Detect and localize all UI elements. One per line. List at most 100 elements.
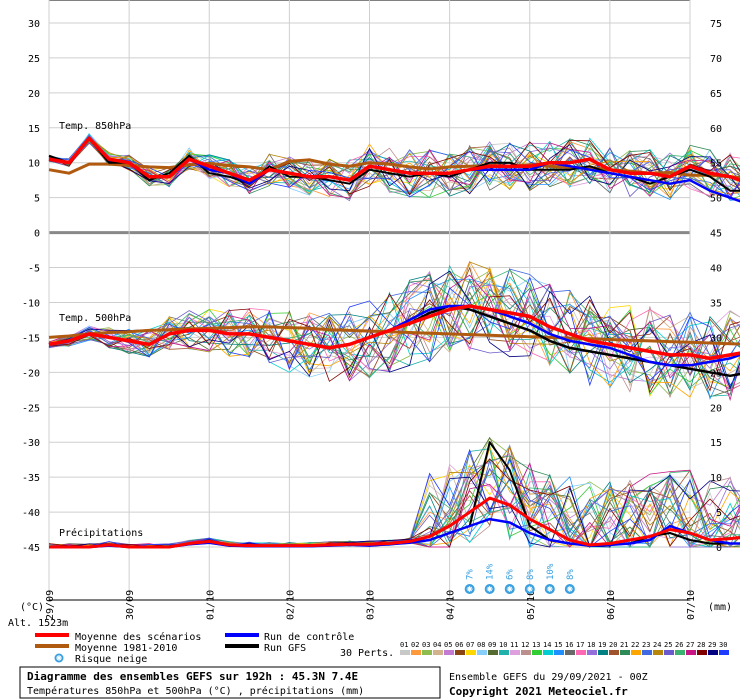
pert-color-swatch [719, 650, 729, 655]
pert-t500-line [48, 293, 740, 394]
y-tick-label-right: 30 [710, 333, 722, 344]
pert-number: 15 [554, 641, 562, 649]
pert-color-swatch [433, 650, 443, 655]
pert-color-swatch [411, 650, 421, 655]
y-tick-label-left: -25 [22, 403, 40, 414]
perturbation-lines [48, 133, 740, 549]
legend-mean-swatch [35, 633, 69, 637]
snow-risk-pct: 10% [546, 563, 556, 580]
snow-risk-pct: 6% [506, 569, 516, 580]
y-tick-label-right: 5 [716, 508, 722, 519]
pert-number: 22 [631, 641, 639, 649]
legend-gfs-swatch [225, 644, 259, 648]
y-tick-label-left: 0 [34, 229, 40, 240]
snow-risk-pct: 14% [486, 563, 496, 580]
y-tick-label-left: -5 [28, 264, 40, 275]
pert-number: 04 [433, 641, 441, 649]
pert-color-swatch [488, 650, 498, 655]
pert-t500-line [48, 270, 740, 390]
pert-number: 25 [664, 641, 672, 649]
pert-number: 14 [543, 641, 551, 649]
x-tick-label: 04/10 [446, 590, 457, 620]
y-tick-label-right: 70 [710, 54, 722, 65]
pert-number: 07 [466, 641, 474, 649]
pert-t500-line [48, 269, 740, 388]
y-tick-label-left: 15 [28, 124, 40, 135]
legend-climo-label: Moyenne 1981-2010 [75, 643, 177, 654]
y-tick-label-right: 65 [710, 89, 722, 100]
y-tick-label-left: 30 [28, 19, 40, 30]
legend-snow-label: Risque neige [75, 654, 147, 665]
y-tick-label-left: -20 [22, 368, 40, 379]
pert-color-key: 01 02 03 04 05 06 07 08 09 10 11 12 13 14 15 16 17 18 19 20… [400, 641, 729, 655]
pert-color-swatch [400, 650, 410, 655]
pert-number: 01 [400, 641, 408, 649]
pert-color-swatch [444, 650, 454, 655]
y-tick-label-right: 60 [710, 124, 722, 135]
y-tick-label-left: 20 [28, 89, 40, 100]
pert-t850-line [48, 136, 740, 198]
pert-number: 30 [719, 641, 727, 649]
copyright: Copyright 2021 Meteociel.fr [449, 685, 628, 698]
pert-number: 06 [455, 641, 463, 649]
pert-color-swatch [664, 650, 674, 655]
panel-label-precip: Précipitations [59, 527, 143, 539]
y-tick-label-left: -35 [22, 473, 40, 484]
pert-color-swatch [422, 650, 432, 655]
y-tick-label-left: 5 [34, 194, 40, 205]
right-unit-label: (mm) [708, 602, 732, 613]
pert-number: 17 [576, 641, 584, 649]
y-tick-label-left: -40 [22, 508, 40, 519]
y-tick-label-right: 25 [710, 368, 722, 379]
x-tick-label: 07/10 [686, 590, 697, 620]
pert-precip-line [48, 467, 740, 549]
pert-color-swatch [532, 650, 542, 655]
snowflake-icon [564, 584, 575, 594]
legend-control-label: Run de contrôle [264, 631, 354, 643]
y-tick-label-right: 55 [710, 159, 722, 170]
pert-color-swatch [521, 650, 531, 655]
pert-color-swatch [510, 650, 520, 655]
pert-number: 03 [422, 641, 430, 649]
pert-color-swatch [466, 650, 476, 655]
legend-control-swatch [225, 633, 259, 637]
pert-number: 18 [587, 641, 595, 649]
chart-title: Diagramme des ensembles GEFS sur 192h : … [27, 670, 358, 683]
y-tick-label-right: 15 [710, 438, 722, 449]
y-tick-label-left: -15 [22, 333, 40, 344]
snowflake-icon [484, 584, 495, 594]
pert-color-swatch [708, 650, 718, 655]
pert-number: 23 [642, 641, 650, 649]
pert-number: 02 [411, 641, 419, 649]
pert-number: 13 [532, 641, 540, 649]
t850-mean-line [48, 136, 740, 183]
pert-number: 19 [598, 641, 606, 649]
y-tick-label-left: 25 [28, 54, 40, 65]
pert-number: 12 [521, 641, 529, 649]
panel-label-t850: Temp. 850hPa [59, 121, 131, 132]
pert-t500-line [48, 274, 740, 402]
y-tick-label-left: -10 [22, 298, 40, 309]
t500-mean-line [48, 304, 740, 361]
pert-number: 16 [565, 641, 573, 649]
y-tick-label-right: 20 [710, 403, 722, 414]
pert-color-swatch [477, 650, 487, 655]
pert-t500-line [48, 276, 740, 387]
legend-mean-label: Moyenne des scénarios [75, 631, 201, 643]
pert-color-swatch [609, 650, 619, 655]
pert-number: 20 [609, 641, 617, 649]
pert-number: 10 [499, 641, 507, 649]
pert-number: 26 [675, 641, 683, 649]
pert-number: 09 [488, 641, 496, 649]
snow-risk-markers: 7% 14% 6% 8% 10% 8% [464, 563, 576, 594]
x-tick-label: 30/09 [125, 590, 136, 620]
y-tick-label-right: 45 [710, 229, 722, 240]
snow-risk-pct: 8% [566, 569, 576, 580]
x-tick-label: 01/10 [205, 590, 216, 620]
altitude-label: Alt. 1523m [8, 618, 68, 629]
x-tick-label: 05/10 [526, 590, 537, 620]
x-tick-label: 29/09 [45, 590, 56, 620]
pert-number: 28 [697, 641, 705, 649]
